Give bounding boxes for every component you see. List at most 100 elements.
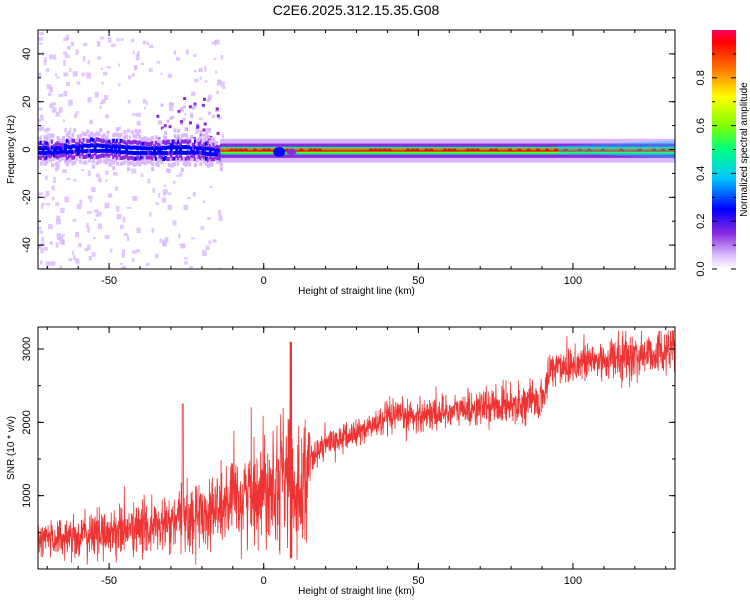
band-cell <box>164 141 168 146</box>
band-tail <box>597 144 601 155</box>
noise-speck <box>143 99 147 104</box>
band-cell <box>201 153 205 158</box>
snr-plot-area <box>38 330 675 565</box>
band-cell <box>167 163 171 168</box>
noise-speck <box>214 40 217 46</box>
band-tail <box>666 140 670 159</box>
band-cell <box>78 154 82 159</box>
band-cell <box>201 150 205 155</box>
band-cell <box>182 161 186 166</box>
band-cell <box>203 138 207 143</box>
band-cell <box>201 157 205 162</box>
noise-speck <box>40 114 44 119</box>
band-cell <box>134 162 138 167</box>
noise-speck <box>211 114 215 118</box>
noise-speck <box>138 243 143 248</box>
noise-speck <box>183 105 187 109</box>
noise-speck <box>104 234 110 239</box>
band-cell <box>106 148 110 153</box>
band-cell <box>171 151 175 156</box>
band-cell <box>154 135 158 140</box>
band-cell <box>160 155 164 160</box>
band-cell <box>102 138 106 143</box>
band-cell <box>136 155 140 160</box>
band-cell <box>214 155 218 160</box>
spectrogram-ytick-label: 0 <box>21 146 33 152</box>
band-cell <box>186 160 190 165</box>
band-cell <box>184 145 188 150</box>
band-cell <box>167 139 171 144</box>
band-tail <box>557 145 561 154</box>
band-cell <box>184 133 188 138</box>
band-cell <box>140 160 144 165</box>
band-core <box>452 148 457 151</box>
band-core <box>308 148 313 151</box>
band-tail <box>629 142 633 157</box>
band-cell <box>56 140 60 145</box>
band-cell <box>69 145 73 150</box>
band-core <box>368 148 373 151</box>
noise-speck <box>51 108 55 113</box>
band-core <box>433 148 438 151</box>
noise-speck <box>191 106 195 110</box>
noise-speck <box>38 107 43 111</box>
noise-speck <box>149 186 152 193</box>
band-cell <box>119 150 123 155</box>
band-core <box>637 148 642 151</box>
noise-speck <box>136 240 142 245</box>
band-cell <box>132 133 136 138</box>
noise-speck <box>163 124 167 128</box>
band-cell <box>41 157 45 162</box>
band-cell <box>147 137 151 142</box>
noise-speck <box>173 180 176 184</box>
band-tail <box>609 143 613 156</box>
noise-speck <box>193 54 197 57</box>
noise-speck <box>163 81 167 85</box>
noise-speck <box>204 65 207 72</box>
band-cell <box>216 148 220 153</box>
noise-speck <box>74 232 80 238</box>
noise-speck <box>180 120 184 124</box>
band-cell <box>108 162 112 167</box>
band-cell <box>84 154 88 159</box>
band-cell <box>156 154 160 159</box>
noise-speck <box>49 263 54 269</box>
noise-speck <box>198 204 201 208</box>
band-core <box>489 148 494 151</box>
noise-speck <box>48 224 53 230</box>
noise-speck <box>132 73 135 77</box>
noise-speck <box>189 266 194 269</box>
band-cell <box>208 143 212 148</box>
band-cell <box>41 143 45 148</box>
band-cell <box>84 149 88 154</box>
band-cell <box>217 156 221 161</box>
band-cell <box>67 159 71 164</box>
band-cell <box>127 167 131 172</box>
spectrogram-xtick-label: 100 <box>564 275 582 287</box>
noise-speck <box>160 103 164 107</box>
snr-xlabel: Height of straight line (km) <box>298 586 415 597</box>
band-cell <box>58 153 62 158</box>
band-cell <box>117 152 121 157</box>
band-cell <box>69 157 73 162</box>
snr-xtick-label: 50 <box>412 575 424 587</box>
band-tail <box>572 145 576 154</box>
noise-speck <box>38 39 43 45</box>
band-cell <box>147 155 151 160</box>
noise-speck <box>199 76 202 80</box>
band-core <box>508 148 513 151</box>
band-cell <box>160 141 164 146</box>
band-cell <box>190 142 194 147</box>
band-cell <box>141 146 145 151</box>
band-cell <box>121 166 125 171</box>
band-cell <box>49 142 53 147</box>
band-cell <box>204 136 208 141</box>
band-cell <box>156 158 160 163</box>
band-cell <box>149 137 153 142</box>
band-tail <box>616 143 620 156</box>
noise-speck <box>87 244 91 251</box>
band-core <box>248 148 253 151</box>
noise-speck <box>43 247 48 251</box>
noise-speck <box>38 227 42 230</box>
band-cell <box>58 138 62 143</box>
